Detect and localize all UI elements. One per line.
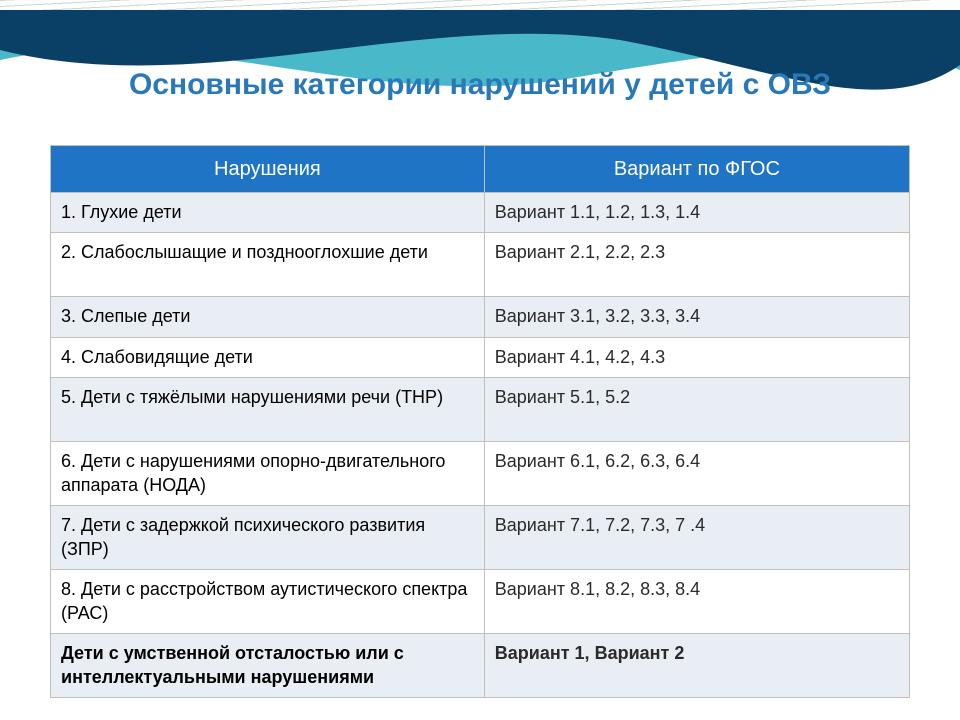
cell-variant: Вариант 4.1, 4.2, 4.3 — [484, 337, 909, 377]
table-row: 4. Слабовидящие детиВариант 4.1, 4.2, 4.… — [51, 337, 910, 377]
cell-category: 1. Глухие дети — [51, 193, 485, 233]
table-row: 3. Слепые детиВариант 3.1, 3.2, 3.3, 3.4 — [51, 297, 910, 337]
cell-category: 6. Дети с нарушениями опорно-двигательно… — [51, 442, 485, 506]
cell-variant: Вариант 8.1, 8.2, 8.3, 8.4 — [484, 570, 909, 634]
cell-category: Дети с умственной отсталостью или с инте… — [51, 634, 485, 698]
cell-variant: Вариант 3.1, 3.2, 3.3, 3.4 — [484, 297, 909, 337]
col-header-variant: Вариант по ФГОС — [484, 146, 909, 193]
table-row: Дети с умственной отсталостью или с инте… — [51, 634, 910, 698]
cell-variant: Вариант 1, Вариант 2 — [484, 634, 909, 698]
cell-variant: Вариант 7.1, 7.2, 7.3, 7 .4 — [484, 506, 909, 570]
cell-category: 4. Слабовидящие дети — [51, 337, 485, 377]
table-row: 1. Глухие детиВариант 1.1, 1.2, 1.3, 1.4 — [51, 193, 910, 233]
table-row: 7. Дети с задержкой психического развити… — [51, 506, 910, 570]
cell-category: 7. Дети с задержкой психического развити… — [51, 506, 485, 570]
cell-category: 3. Слепые дети — [51, 297, 485, 337]
cell-category: 2. Слабослышащие и позднооглохшие дети — [51, 233, 485, 297]
cell-variant: Вариант 1.1, 1.2, 1.3, 1.4 — [484, 193, 909, 233]
table-body: 1. Глухие детиВариант 1.1, 1.2, 1.3, 1.4… — [51, 193, 910, 698]
table-container: Нарушения Вариант по ФГОС 1. Глухие дети… — [50, 145, 910, 698]
cell-variant: Вариант 6.1, 6.2, 6.3, 6.4 — [484, 442, 909, 506]
slide: Основные категории нарушений у детей с О… — [0, 0, 960, 720]
cell-category: 8. Дети с расстройством аутистического с… — [51, 570, 485, 634]
table-row: 6. Дети с нарушениями опорно-двигательно… — [51, 442, 910, 506]
col-header-disorders: Нарушения — [51, 146, 485, 193]
table-row: 5. Дети с тяжёлыми нарушениями речи (ТНР… — [51, 378, 910, 442]
table-row: 2. Слабослышащие и позднооглохшие детиВа… — [51, 233, 910, 297]
cell-variant: Вариант 5.1, 5.2 — [484, 378, 909, 442]
table-header-row: Нарушения Вариант по ФГОС — [51, 146, 910, 193]
slide-title: Основные категории нарушений у детей с О… — [0, 68, 960, 102]
cell-variant: Вариант 2.1, 2.2, 2.3 — [484, 233, 909, 297]
cell-category: 5. Дети с тяжёлыми нарушениями речи (ТНР… — [51, 378, 485, 442]
categories-table: Нарушения Вариант по ФГОС 1. Глухие дети… — [50, 145, 910, 698]
table-row: 8. Дети с расстройством аутистического с… — [51, 570, 910, 634]
header-decoration — [0, 0, 960, 130]
